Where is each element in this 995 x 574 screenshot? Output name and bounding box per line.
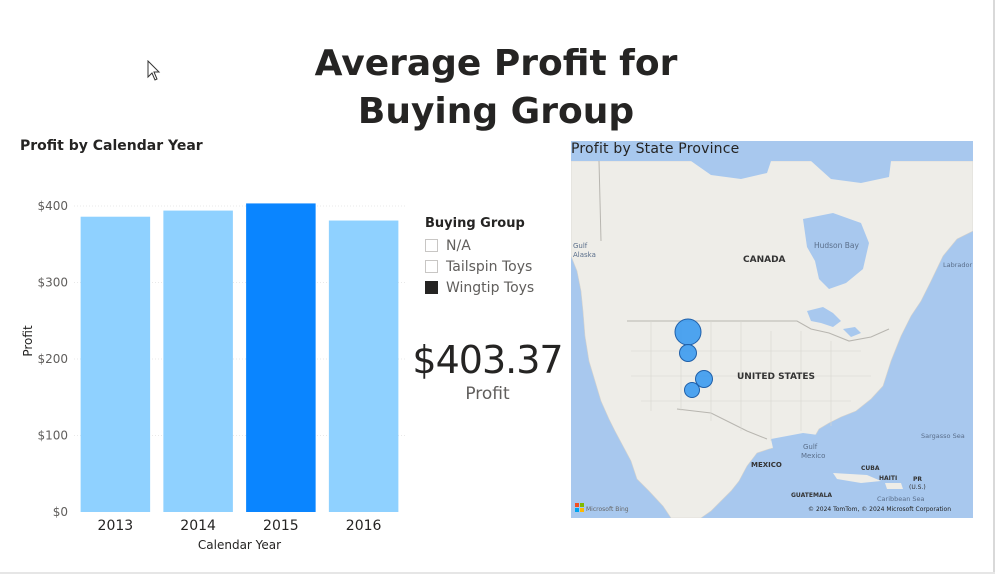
y-tick-label: $300 xyxy=(37,276,68,290)
bar-chart-title: Profit by Calendar Year xyxy=(20,138,203,154)
map-label-united-states: UNITED STATES xyxy=(737,372,815,382)
chart-legend: Buying Group N/A Tailspin Toys Wingtip T… xyxy=(425,216,534,298)
kpi-value: $403.37 xyxy=(412,338,563,382)
arctic-water xyxy=(691,161,891,183)
legend-checkbox-wingtip-toys[interactable] xyxy=(425,281,438,294)
y-tick-label: $200 xyxy=(37,352,68,366)
legend-checkbox-na[interactable] xyxy=(425,239,438,252)
great-lakes-water xyxy=(807,307,861,337)
legend-item-na[interactable]: N/A xyxy=(425,235,534,256)
y-tick-label: $100 xyxy=(37,429,68,443)
map-label-sargasso: Sargasso Sea xyxy=(921,432,965,440)
legend-label-wingtip-toys: Wingtip Toys xyxy=(446,279,535,296)
x-tick-label: 2014 xyxy=(180,518,216,534)
hispaniola-land xyxy=(885,483,903,489)
map-label-labrador: Labrador xyxy=(943,261,972,269)
legend-label-tailspin-toys: Tailspin Toys xyxy=(446,258,533,275)
map-bubble[interactable] xyxy=(695,370,713,388)
map-bubble[interactable] xyxy=(684,382,700,398)
gulf-of-mexico-water xyxy=(771,433,841,473)
map-label-cuba: CUBA xyxy=(861,465,880,472)
bing-label: Microsoft Bing xyxy=(586,506,629,513)
map-label-pr: PR xyxy=(913,476,922,483)
north-america-land xyxy=(571,161,973,518)
map-svg: CANADA UNITED STATES MEXICO Hudson Bay G… xyxy=(571,161,973,518)
hudson-bay-water xyxy=(803,213,869,289)
bar-2015[interactable] xyxy=(246,203,316,513)
map-label-gulf-mexico-2: Mexico xyxy=(801,452,825,460)
map-label-us: (U.S.) xyxy=(909,484,926,491)
cuba-land xyxy=(833,473,881,483)
map-label-gulf-alaska-1: Gulf xyxy=(573,242,588,250)
x-tick-label: 2013 xyxy=(98,518,134,534)
x-tick-label: 2015 xyxy=(263,518,299,534)
y-tick-label: $400 xyxy=(37,199,68,213)
bar-chart[interactable]: $0 $100 $200 $300 $400 2013 2014 2015 2016 Calend… xyxy=(0,160,420,560)
map-label-caribbean: Caribbean Sea xyxy=(877,495,925,503)
report-title-line-1: Average Profit for xyxy=(314,43,678,84)
canada-us-border xyxy=(627,320,890,342)
map-label-haiti: HAITI xyxy=(879,475,897,482)
legend-checkbox-tailspin-toys[interactable] xyxy=(425,260,438,273)
y-axis-title: Profit xyxy=(21,325,35,357)
map-bubble[interactable] xyxy=(674,318,702,346)
map-label-canada: CANADA xyxy=(743,255,786,265)
canvas-bottom-border xyxy=(0,572,995,574)
map-label-hudson-bay: Hudson Bay xyxy=(814,241,860,250)
bar-2013[interactable] xyxy=(80,216,151,512)
kpi-card[interactable]: $403.37 Profit xyxy=(410,338,565,404)
map-label-gulf-alaska-2: Alaska xyxy=(573,251,596,259)
map-visual[interactable]: CANADA UNITED STATES MEXICO Hudson Bay G… xyxy=(571,161,973,518)
legend-label-na: N/A xyxy=(446,237,471,254)
x-axis-title: Calendar Year xyxy=(198,538,281,552)
bar-chart-svg: $0 $100 $200 $300 $400 2013 2014 2015 2016 Calend… xyxy=(21,199,405,552)
report-title: Average Profit for Buying Group xyxy=(260,40,732,136)
alaska-border xyxy=(598,161,602,242)
us-mexico-border xyxy=(676,408,768,440)
legend-item-wingtip-toys[interactable]: Wingtip Toys xyxy=(425,277,534,298)
mouse-cursor-icon xyxy=(147,60,161,81)
map-bubble[interactable] xyxy=(679,344,697,362)
microsoft-bing-logo: Microsoft Bing xyxy=(575,503,629,513)
bar-2016[interactable] xyxy=(328,220,399,512)
legend-title: Buying Group xyxy=(425,216,525,231)
map-label-mexico: MEXICO xyxy=(751,461,782,469)
legend-item-tailspin-toys[interactable]: Tailspin Toys xyxy=(425,256,534,277)
y-tick-label: $0 xyxy=(53,505,68,519)
kpi-label: Profit xyxy=(465,384,510,404)
report-title-line-2: Buying Group xyxy=(357,91,635,132)
map-copyright: © 2024 TomTom, © 2024 Microsoft Corporat… xyxy=(808,506,951,513)
bar-2014[interactable] xyxy=(163,210,233,512)
state-borders xyxy=(631,321,871,441)
map-label-gulf-mexico-1: Gulf xyxy=(803,443,818,451)
canvas-right-border xyxy=(993,0,995,574)
x-tick-label: 2016 xyxy=(346,518,382,534)
map-label-guatemala: GUATEMALA xyxy=(791,492,832,499)
map-bubbles xyxy=(674,318,713,398)
